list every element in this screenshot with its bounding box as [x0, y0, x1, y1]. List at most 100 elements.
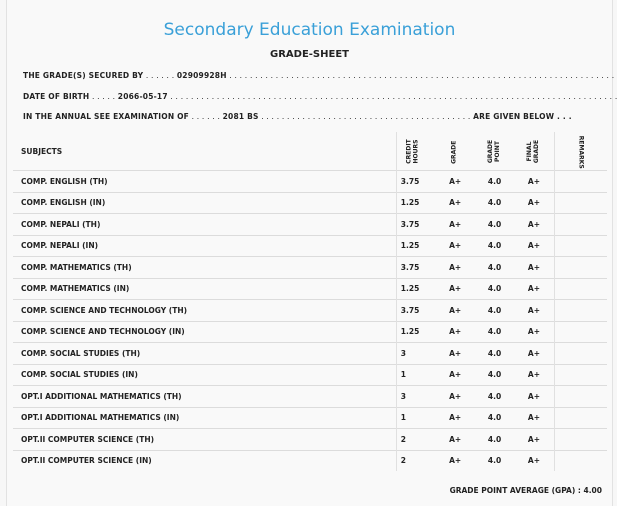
remarks-cell	[553, 256, 607, 278]
grade-cell: A+	[435, 256, 475, 278]
table-row: COMP. MATHEMATICS (IN) 1.25 A+ 4.0 A+	[13, 277, 607, 300]
grade-point-cell: 4.0	[474, 234, 515, 257]
grade-cell: A+	[435, 299, 475, 321]
final-grade-cell: A+	[514, 363, 555, 386]
subject-cell: COMP. ENGLISH (TH)	[13, 170, 397, 192]
info-exam: IN THE ANNUAL SEE EXAMINATION OF . . . .…	[23, 112, 572, 121]
credit-hours-cell: 3.75	[395, 213, 436, 235]
remarks-cell	[553, 299, 607, 321]
table-header-row: SUBJECTS CREDIT HOURS GRADE GRADE POINT FI…	[13, 132, 607, 171]
grades-body: COMP. ENGLISH (TH) 3.75 A+ 4.0 A+ COMP. ENGLI…	[13, 170, 607, 471]
grade-cell: A+	[435, 320, 475, 343]
gpa-summary: GRADE POINT AVERAGE (GPA) : 4.00	[450, 486, 602, 495]
dob-label: DATE OF BIRTH	[23, 92, 90, 101]
grades-table: SUBJECTS CREDIT HOURS GRADE GRADE POINT FI…	[13, 132, 607, 471]
subject-cell: COMP. ENGLISH (IN)	[13, 191, 397, 214]
remarks-cell	[553, 342, 607, 364]
table-row: OPT.I ADDITIONAL MATHEMATICS (IN) 1 A+ 4.0 A…	[13, 406, 607, 429]
subject-cell: COMP. SCIENCE AND TECHNOLOGY (IN)	[13, 320, 397, 343]
grade-cell: A+	[435, 406, 475, 429]
remarks-cell	[553, 385, 607, 407]
credit-hours-cell: 3	[395, 342, 436, 364]
grade-cell: A+	[435, 277, 475, 300]
remarks-cell	[553, 277, 607, 300]
subject-cell: OPT.II COMPUTER SCIENCE (IN)	[13, 449, 397, 471]
grade-cell: A+	[435, 449, 475, 471]
grade-point-cell: 4.0	[474, 256, 515, 278]
header-credit-hours: CREDIT HOURS	[395, 132, 436, 171]
table-row: COMP. ENGLISH (TH) 3.75 A+ 4.0 A+	[13, 170, 607, 192]
header-grade-point: GRADE POINT	[475, 132, 514, 171]
final-grade-cell: A+	[514, 277, 555, 300]
grade-cell: A+	[435, 428, 475, 450]
exam-value: 2081 BS	[222, 112, 259, 121]
grade-cell: A+	[435, 170, 475, 192]
credit-hours-cell: 1.25	[395, 277, 436, 300]
subject-cell: OPT.II COMPUTER SCIENCE (TH)	[13, 428, 397, 450]
subject-cell: COMP. NEPALI (IN)	[13, 234, 397, 257]
credit-hours-cell: 1.25	[395, 191, 436, 214]
grade-cell: A+	[435, 385, 475, 407]
grade-point-cell: 4.0	[474, 449, 515, 471]
header-remarks: REMARKS	[553, 132, 607, 171]
credit-hours-cell: 3.75	[395, 299, 436, 321]
grade-point-cell: 4.0	[474, 191, 515, 214]
credit-hours-cell: 2	[395, 428, 436, 450]
table-row: COMP. MATHEMATICS (TH) 3.75 A+ 4.0 A+	[13, 256, 607, 278]
remarks-cell	[553, 406, 607, 429]
header-point-line2: POINT	[493, 140, 501, 162]
credit-hours-cell: 1.25	[395, 320, 436, 343]
table-row: COMP. SOCIAL STUDIES (TH) 3 A+ 4.0 A+	[13, 342, 607, 364]
table-row: COMP. SOCIAL STUDIES (IN) 1 A+ 4.0 A+	[13, 363, 607, 386]
table-row: COMP. ENGLISH (IN) 1.25 A+ 4.0 A+	[13, 191, 607, 214]
grade-point-cell: 4.0	[474, 213, 515, 235]
credit-hours-cell: 3.75	[395, 170, 436, 192]
subject-cell: COMP. NEPALI (TH)	[13, 213, 397, 235]
remarks-cell	[553, 363, 607, 386]
dots: . . . . .	[89, 92, 118, 101]
table-row: OPT.II COMPUTER SCIENCE (IN) 2 A+ 4.0 A+	[13, 449, 607, 471]
dots: . . . . . . . . . . . . . . . . . . . . …	[258, 112, 474, 121]
exam-label: IN THE ANNUAL SEE EXAMINATION OF	[23, 112, 190, 121]
header-final-grade: FINAL GRADE	[514, 132, 554, 171]
credit-hours-cell: 3	[395, 385, 436, 407]
dots: . . . . . .	[143, 71, 177, 80]
subject-cell: COMP. MATHEMATICS (IN)	[13, 277, 397, 300]
grade-sheet: Secondary Education Examination GRADE-SH…	[6, 0, 617, 506]
credit-hours-cell: 1.25	[395, 234, 436, 257]
grade-point-cell: 4.0	[474, 170, 515, 192]
dots: . . . . . . . . . . . . . . . . . . . . …	[226, 71, 617, 80]
remarks-cell	[553, 428, 607, 450]
header-remarks-label: REMARKS	[578, 136, 586, 169]
subject-cell: OPT.I ADDITIONAL MATHEMATICS (IN)	[13, 406, 397, 429]
secured-value: 02909928H	[176, 71, 227, 80]
page-subtitle: GRADE-SHEET	[270, 49, 349, 60]
table-row: COMP. SCIENCE AND TECHNOLOGY (TH) 3.75 A+ 4…	[13, 299, 607, 321]
final-grade-cell: A+	[514, 234, 555, 257]
grade-cell: A+	[435, 213, 475, 235]
grade-point-cell: 4.0	[474, 320, 515, 343]
final-grade-cell: A+	[514, 320, 555, 343]
dots: . . . . . .	[189, 112, 223, 121]
grade-cell: A+	[435, 342, 475, 364]
credit-hours-cell: 1	[395, 406, 436, 429]
final-grade-cell: A+	[514, 449, 555, 471]
final-grade-cell: A+	[514, 213, 555, 235]
final-grade-cell: A+	[514, 299, 555, 321]
info-secured: THE GRADE(S) SECURED BY . . . . . . 0290…	[23, 71, 617, 80]
remarks-cell	[553, 449, 607, 471]
gpa-label: GRADE POINT AVERAGE (GPA) :	[449, 486, 581, 495]
final-grade-cell: A+	[514, 428, 555, 450]
subject-cell: OPT.I ADDITIONAL MATHEMATICS (TH)	[13, 385, 397, 407]
table-row: COMP. NEPALI (IN) 1.25 A+ 4.0 A+	[13, 234, 607, 257]
table-row: COMP. NEPALI (TH) 3.75 A+ 4.0 A+	[13, 213, 607, 235]
grade-point-cell: 4.0	[474, 277, 515, 300]
subject-cell: COMP. SOCIAL STUDIES (IN)	[13, 363, 397, 386]
header-grade: GRADE	[435, 132, 474, 171]
grade-point-cell: 4.0	[474, 385, 515, 407]
final-grade-cell: A+	[514, 406, 555, 429]
grade-point-cell: 4.0	[474, 428, 515, 450]
grade-cell: A+	[435, 234, 475, 257]
dots: . . . . . . . . . . . . . . . . . . . . …	[167, 92, 617, 101]
table-row: OPT.II COMPUTER SCIENCE (TH) 2 A+ 4.0 A+	[13, 428, 607, 450]
